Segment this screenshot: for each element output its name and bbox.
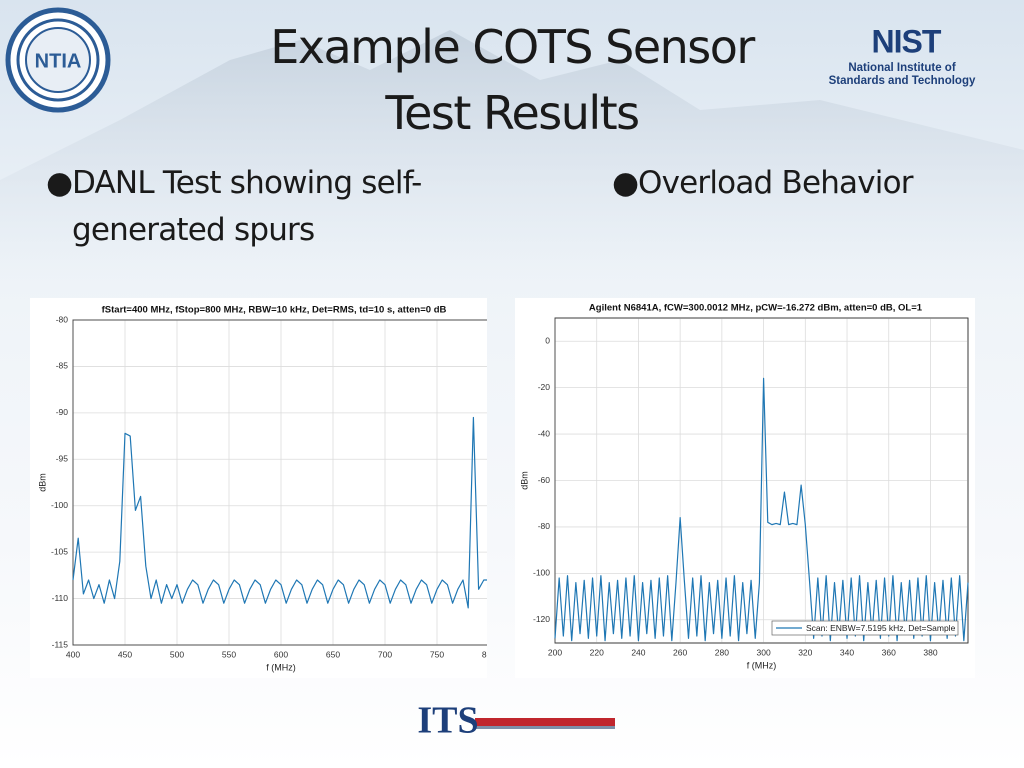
y-tick-label: -80 bbox=[56, 314, 69, 324]
legend-box bbox=[771, 620, 959, 636]
trace bbox=[554, 377, 969, 642]
nist-caption: National Institute of bbox=[848, 62, 956, 74]
y-axis-label: dBm bbox=[519, 471, 529, 490]
x-tick-label: 750 bbox=[430, 649, 444, 659]
y-tick-label: -20 bbox=[538, 382, 551, 392]
its-logo: ITS bbox=[417, 700, 615, 742]
slide-title: Example COTS Sensor Test Results bbox=[270, 20, 755, 140]
x-tick-label: 280 bbox=[715, 647, 729, 657]
y-tick-label: -115 bbox=[52, 639, 69, 649]
x-tick-label: 700 bbox=[378, 649, 392, 659]
bullet-text: Overload Behavior bbox=[638, 165, 914, 201]
chart: -115 -110 -105 -100 -95 -90 -85 -80 400 450 500 550… bbox=[30, 298, 496, 678]
plot-border bbox=[72, 319, 487, 646]
x-tick-label: 220 bbox=[590, 647, 604, 657]
y-tick-label: -110 bbox=[52, 593, 69, 603]
y-tick-label: -40 bbox=[538, 428, 551, 438]
bullet: ● DANL Test showing self-generated spurs bbox=[46, 165, 422, 248]
background-mountains bbox=[0, 30, 1024, 300]
x-tick-label: 500 bbox=[170, 649, 184, 659]
legend-label: Scan: ENBW=7.5195 kHz, Det=Sample bbox=[806, 623, 956, 633]
plot-border bbox=[554, 317, 969, 644]
nist-logo: NIST National Institute of Standards and… bbox=[829, 23, 976, 87]
ntia-logo: NTIA bbox=[5, 7, 111, 113]
y-tick-label: -100 bbox=[533, 568, 550, 578]
y-axis-label: dBm bbox=[37, 473, 47, 492]
x-tick-label: 800 bbox=[482, 649, 496, 659]
y-tick-label: -120 bbox=[533, 614, 550, 624]
y-tick-label: -105 bbox=[51, 546, 68, 556]
nist-text: NIST bbox=[872, 23, 942, 59]
x-tick-label: 360 bbox=[882, 647, 896, 657]
bullet-text: DANL Test showing self-generated spurs bbox=[72, 165, 422, 248]
x-tick-label: 340 bbox=[840, 647, 854, 657]
x-axis-label: f (MHz) bbox=[747, 660, 777, 670]
x-tick-label: 600 bbox=[274, 649, 288, 659]
trace bbox=[72, 416, 487, 609]
nist-caption: Standards and Technology bbox=[829, 75, 976, 87]
x-tick-label: 380 bbox=[923, 647, 937, 657]
y-tick-label: -100 bbox=[51, 500, 68, 510]
y-tick-label: -60 bbox=[538, 475, 551, 485]
y-tick-label: -95 bbox=[56, 454, 69, 464]
y-tick-label: 0 bbox=[545, 335, 550, 345]
chart: -120 -100 -80 -60 -40 -20 0 200 220 240 260 280 300 3… bbox=[515, 298, 975, 678]
x-axis-label: f (MHz) bbox=[266, 662, 296, 672]
x-tick-label: 260 bbox=[673, 647, 687, 657]
its-text: ITS bbox=[417, 700, 478, 742]
x-tick-label: 450 bbox=[118, 649, 132, 659]
x-tick-label: 400 bbox=[66, 649, 80, 659]
ntia-text: NTIA bbox=[35, 50, 82, 72]
x-tick-label: 300 bbox=[756, 647, 770, 657]
x-tick-label: 320 bbox=[798, 647, 812, 657]
y-tick-label: -90 bbox=[56, 407, 69, 417]
x-tick-label: 200 bbox=[548, 647, 562, 657]
x-tick-label: 650 bbox=[326, 649, 340, 659]
y-tick-label: -80 bbox=[538, 521, 551, 531]
plot-area bbox=[72, 319, 487, 646]
chart-title: fStart=400 MHz, fStop=800 MHz, RBW=10 kH… bbox=[102, 305, 447, 316]
x-tick-label: 550 bbox=[222, 649, 236, 659]
chart-title: Agilent N6841A, fCW=300.0012 MHz, pCW=-1… bbox=[589, 303, 923, 314]
y-tick-label: -85 bbox=[56, 361, 69, 371]
x-tick-label: 240 bbox=[631, 647, 645, 657]
bullet: ● Overload Behavior bbox=[612, 165, 914, 201]
